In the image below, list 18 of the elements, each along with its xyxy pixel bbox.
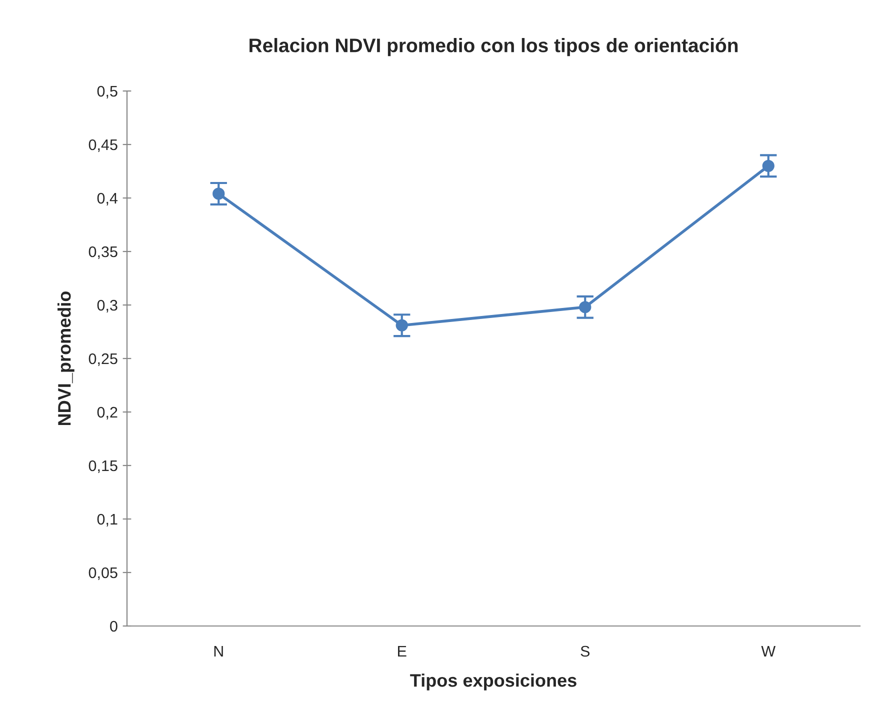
y-tick-label: 0,05 (88, 567, 118, 580)
y-axis-title: NDVI_promedio (58, 291, 74, 426)
x-axis-title: Tipos exposiciones (410, 674, 576, 690)
x-tick-label: W (761, 646, 776, 657)
y-tick-label: 0,35 (88, 246, 118, 259)
x-tick-label: E (398, 646, 406, 657)
y-tick-label: 0,45 (88, 139, 118, 152)
y-tick-label: 0,3 (97, 300, 118, 312)
y-tick-label: 0,2 (97, 406, 118, 420)
y-tick-label: 0 (110, 620, 118, 632)
y-tick-label: 0,25 (88, 353, 118, 366)
y-tick-label: 0,4 (97, 192, 118, 206)
y-tick-label: 0,5 (97, 86, 118, 98)
y-tick-label: 0,1 (97, 514, 118, 526)
x-tick-label: N (214, 646, 223, 657)
y-tick-label: 0,15 (88, 460, 118, 473)
x-tick-label: S (580, 646, 590, 657)
chart-title: Relacion NDVI promedio con los tipos de orientación (250, 38, 738, 56)
